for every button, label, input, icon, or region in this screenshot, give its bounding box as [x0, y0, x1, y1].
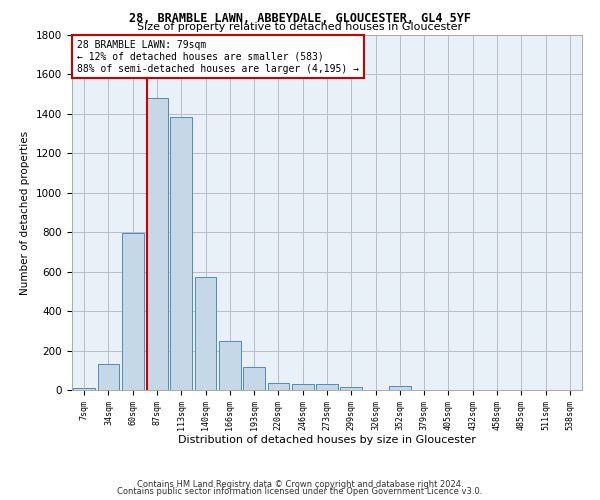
Bar [268, 383, 289, 390]
Bar [97, 364, 119, 390]
Bar [122, 233, 143, 390]
Text: Contains public sector information licensed under the Open Government Licence v3: Contains public sector information licen… [118, 487, 482, 496]
Bar [194, 276, 217, 390]
Bar [316, 384, 338, 390]
Text: 28, BRAMBLE LAWN, ABBEYDALE, GLOUCESTER, GL4 5YF: 28, BRAMBLE LAWN, ABBEYDALE, GLOUCESTER,… [129, 12, 471, 26]
Y-axis label: Number of detached properties: Number of detached properties [20, 130, 31, 294]
Bar [389, 386, 411, 390]
Text: Contains HM Land Registry data © Crown copyright and database right 2024.: Contains HM Land Registry data © Crown c… [137, 480, 463, 489]
Bar [219, 340, 241, 390]
Text: 28 BRAMBLE LAWN: 79sqm
← 12% of detached houses are smaller (583)
88% of semi-de: 28 BRAMBLE LAWN: 79sqm ← 12% of detached… [77, 40, 359, 74]
X-axis label: Distribution of detached houses by size in Gloucester: Distribution of detached houses by size … [178, 436, 476, 446]
Text: Size of property relative to detached houses in Gloucester: Size of property relative to detached ho… [137, 22, 463, 32]
Bar [170, 117, 192, 390]
Bar [73, 388, 95, 390]
Bar [340, 387, 362, 390]
Bar [146, 98, 168, 390]
Bar [292, 384, 314, 390]
Bar [243, 368, 265, 390]
